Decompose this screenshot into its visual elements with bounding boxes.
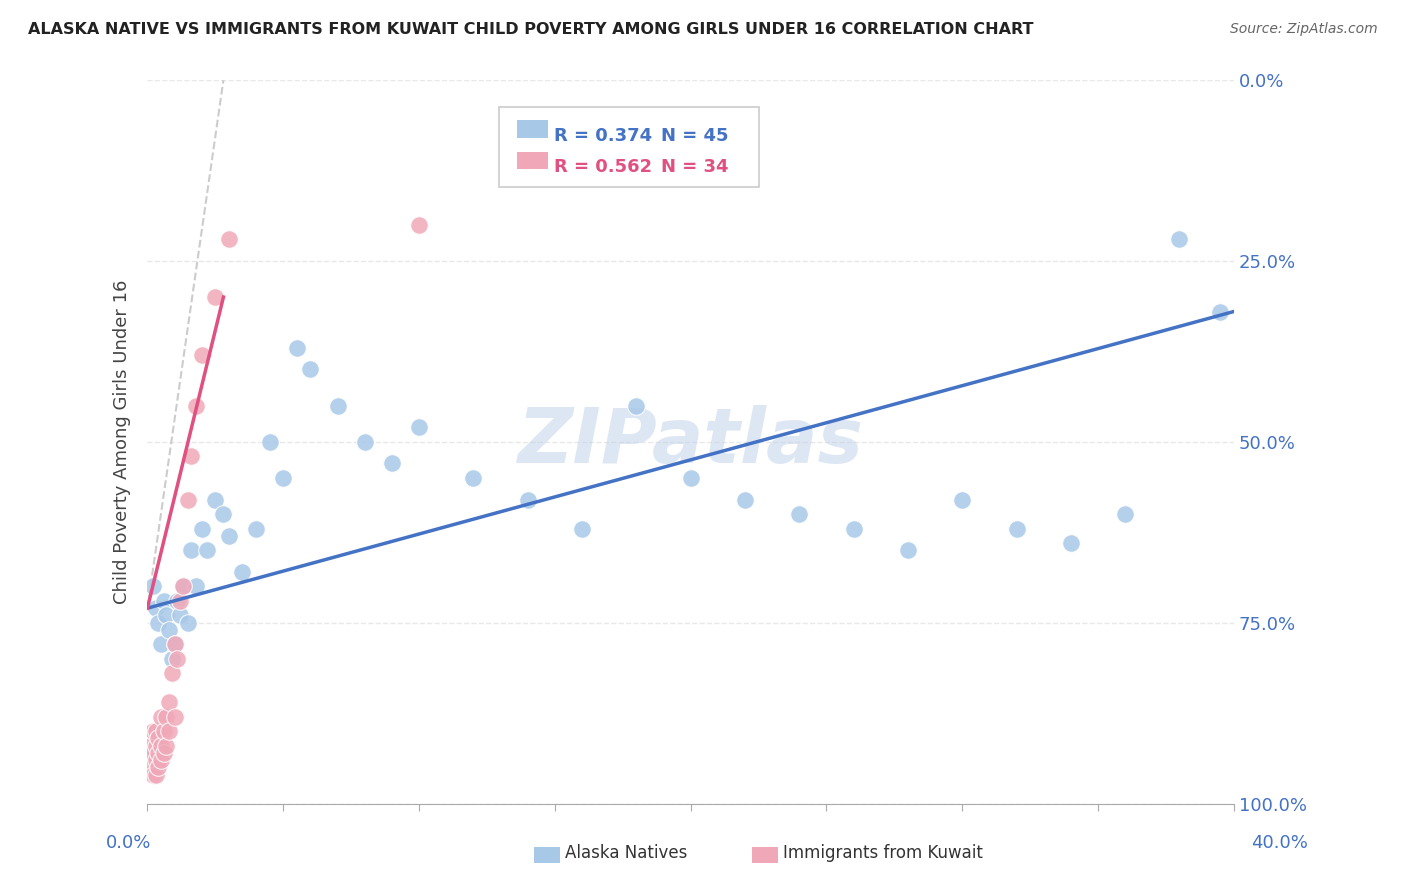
Point (139, 760, 162, 774)
Point (149, 710, 172, 724)
Point (139, 739, 162, 753)
Point (679, 471, 702, 485)
Text: N = 34: N = 34 (661, 158, 728, 176)
Point (218, 529, 240, 543)
Point (166, 652, 188, 666)
Point (155, 710, 177, 724)
Point (172, 579, 194, 593)
Point (148, 746, 170, 760)
Point (271, 471, 294, 485)
Point (245, 522, 267, 536)
Y-axis label: Child Poverty Among Girls Under 16: Child Poverty Among Girls Under 16 (114, 279, 131, 604)
Point (177, 492, 200, 507)
Point (381, 457, 404, 471)
Text: ZIPatlas: ZIPatlas (517, 405, 863, 479)
Point (160, 666, 183, 681)
Point (169, 594, 191, 608)
Text: ALASKA NATIVE VS IMMIGRANTS FROM KUWAIT CHILD POVERTY AMONG GIRLS UNDER 16 CORRE: ALASKA NATIVE VS IMMIGRANTS FROM KUWAIT … (28, 22, 1033, 37)
Point (148, 760, 170, 774)
Point (186, 579, 208, 593)
Point (626, 399, 648, 413)
Point (195, 543, 218, 558)
Point (145, 739, 167, 753)
Point (177, 615, 200, 630)
Point (1114, 507, 1136, 521)
Point (180, 543, 202, 558)
Point (1060, 536, 1083, 550)
Point (231, 565, 253, 579)
Point (163, 710, 186, 724)
Point (152, 724, 174, 739)
Point (148, 731, 170, 746)
Point (172, 579, 194, 593)
Point (155, 608, 177, 623)
Point (163, 637, 186, 651)
Point (157, 724, 180, 739)
Point (299, 362, 322, 376)
Text: Alaska Natives: Alaska Natives (565, 844, 688, 862)
Point (950, 492, 973, 507)
Point (1005, 522, 1028, 536)
Point (142, 724, 165, 739)
Point (353, 434, 375, 449)
Point (408, 420, 430, 434)
Point (142, 579, 165, 593)
Point (516, 492, 538, 507)
Point (145, 753, 167, 767)
Point (180, 449, 202, 463)
Point (149, 637, 172, 651)
Point (142, 767, 165, 781)
Point (145, 724, 167, 739)
Point (169, 608, 191, 623)
Point (463, 471, 485, 485)
Point (259, 434, 281, 449)
Text: N = 45: N = 45 (661, 127, 728, 145)
Text: 40.0%: 40.0% (1251, 834, 1308, 852)
Point (142, 746, 165, 760)
Text: R = 0.374: R = 0.374 (554, 127, 652, 145)
Point (204, 290, 226, 304)
Point (1168, 232, 1191, 246)
Point (734, 492, 756, 507)
Point (571, 522, 593, 536)
Point (157, 695, 180, 709)
Point (1209, 304, 1232, 318)
Point (145, 601, 167, 615)
Text: R = 0.562: R = 0.562 (554, 158, 652, 176)
Point (148, 615, 170, 630)
Point (157, 623, 180, 637)
Point (145, 767, 167, 781)
Point (408, 218, 430, 232)
Point (186, 399, 208, 413)
Point (149, 739, 172, 753)
Point (842, 522, 865, 536)
Text: 0.0%: 0.0% (105, 834, 150, 852)
Point (163, 637, 186, 651)
Point (155, 739, 177, 753)
Point (152, 594, 174, 608)
Point (285, 341, 308, 355)
Point (160, 652, 183, 666)
Point (152, 746, 174, 760)
Point (166, 594, 188, 608)
Point (897, 543, 920, 558)
Point (204, 492, 226, 507)
Text: Source: ZipAtlas.com: Source: ZipAtlas.com (1230, 22, 1378, 37)
Point (218, 232, 240, 246)
Point (190, 348, 212, 362)
Point (149, 753, 172, 767)
Point (190, 522, 212, 536)
Point (326, 399, 349, 413)
Point (212, 507, 235, 521)
Point (787, 507, 810, 521)
Text: Immigrants from Kuwait: Immigrants from Kuwait (783, 844, 983, 862)
